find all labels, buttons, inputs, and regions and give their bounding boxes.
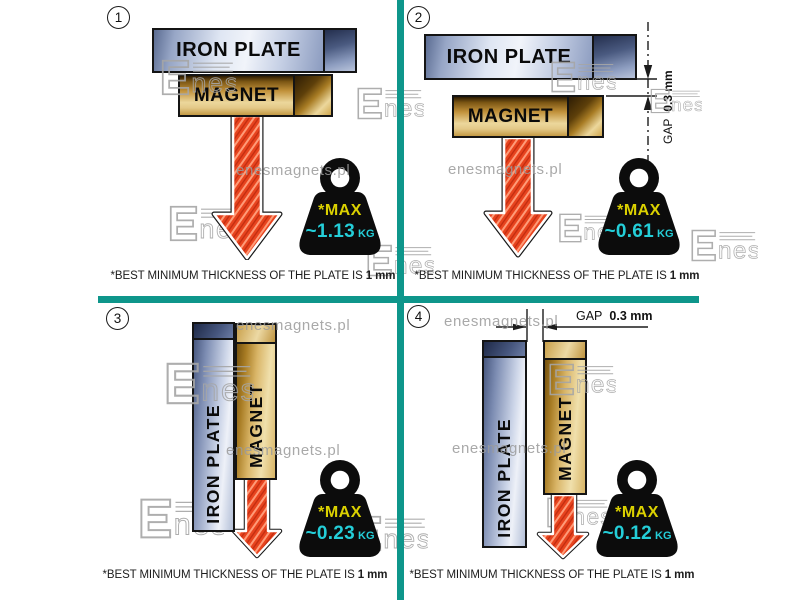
gap-dimension-lines: [496, 309, 648, 342]
pull-force-arrow-icon: [211, 114, 283, 260]
watermark-site: enesmagnets.pl: [236, 162, 351, 179]
watermark-site: enesmagnets.pl: [448, 161, 563, 178]
watermark-site: enesmagnets.pl: [452, 440, 567, 457]
enes-logo-watermark: [551, 61, 616, 96]
iron-plate-top: [484, 342, 525, 358]
iron-plate-label: IRON PLATE: [176, 39, 301, 61]
footnote: *BEST MINIMUM THICKNESS OF THE PLATE IS …: [409, 569, 695, 581]
max-force-value: ~0.23: [305, 523, 356, 544]
panel-3-number: 3: [106, 307, 129, 330]
enes-logo-watermark: [650, 88, 702, 116]
max-force-unit: KG: [358, 228, 375, 240]
weight-icon: *MAX ~0.23 KG: [294, 459, 386, 561]
max-force-unit: KG: [655, 530, 672, 542]
weight-icon: *MAX ~0.12 KG: [591, 459, 683, 561]
iron-plate: IRON PLATE: [424, 34, 594, 80]
panel-1-number: 1: [107, 6, 130, 29]
watermark-site: enesmagnets.pl: [226, 442, 341, 459]
footnote: *BEST MINIMUM THICKNESS OF THE PLATE IS …: [110, 270, 396, 282]
iron-plate-label: IRON PLATE: [203, 404, 223, 524]
iron-plate: IRON PLATE: [152, 28, 325, 73]
iron-plate: IRON PLATE: [192, 322, 235, 532]
panel-4-number: 4: [407, 305, 430, 328]
footnote: *BEST MINIMUM THICKNESS OF THE PLATE IS …: [102, 569, 388, 581]
enes-logo-watermark: [549, 363, 616, 399]
weight-icon: *MAX ~1.13 KG: [294, 157, 386, 259]
max-force-value: ~1.13: [305, 221, 356, 242]
iron-plate-label: IRON PLATE: [494, 418, 514, 538]
footnote: *BEST MINIMUM THICKNESS OF THE PLATE IS …: [414, 270, 700, 282]
max-label: *MAX: [615, 504, 659, 521]
iron-plate-side: [323, 28, 357, 73]
max-force-unit: KG: [657, 228, 674, 240]
watermark-site: enesmagnets.pl: [236, 317, 351, 334]
divider-horizontal: [98, 296, 699, 303]
gap-dimension-lines: [606, 22, 657, 162]
pull-force-arrow-icon: [536, 494, 590, 560]
iron-plate: IRON PLATE: [482, 340, 527, 548]
magnet-top: [237, 325, 275, 344]
enes-logo-watermark: [166, 362, 254, 409]
magnet-top: [545, 342, 585, 360]
enes-logo-watermark: [357, 87, 424, 123]
max-force-value: ~0.61: [604, 221, 655, 242]
pull-force-arrow-icon: [231, 477, 283, 559]
max-force-unit: KG: [358, 530, 375, 542]
magnet-side: [567, 95, 604, 138]
enes-logo-watermark: [161, 59, 236, 99]
enes-logo-watermark: [691, 229, 758, 265]
watermark-site: enesmagnets.pl: [444, 313, 559, 330]
magnet: MAGNET: [452, 95, 569, 138]
magnet-label: MAGNET: [467, 105, 554, 127]
pull-force-arrow-icon: [483, 137, 553, 258]
magnet-side: [293, 74, 333, 117]
max-label: *MAX: [617, 202, 661, 219]
panel-2-number: 2: [407, 6, 430, 29]
iron-plate-top: [194, 324, 233, 340]
weight-icon: *MAX ~0.61 KG: [593, 157, 685, 259]
max-label: *MAX: [318, 202, 362, 219]
iron-plate-label: IRON PLATE: [446, 45, 572, 68]
max-label: *MAX: [318, 504, 362, 521]
max-force-value: ~0.12: [602, 523, 653, 544]
magnet-label: MAGNET: [554, 396, 575, 481]
